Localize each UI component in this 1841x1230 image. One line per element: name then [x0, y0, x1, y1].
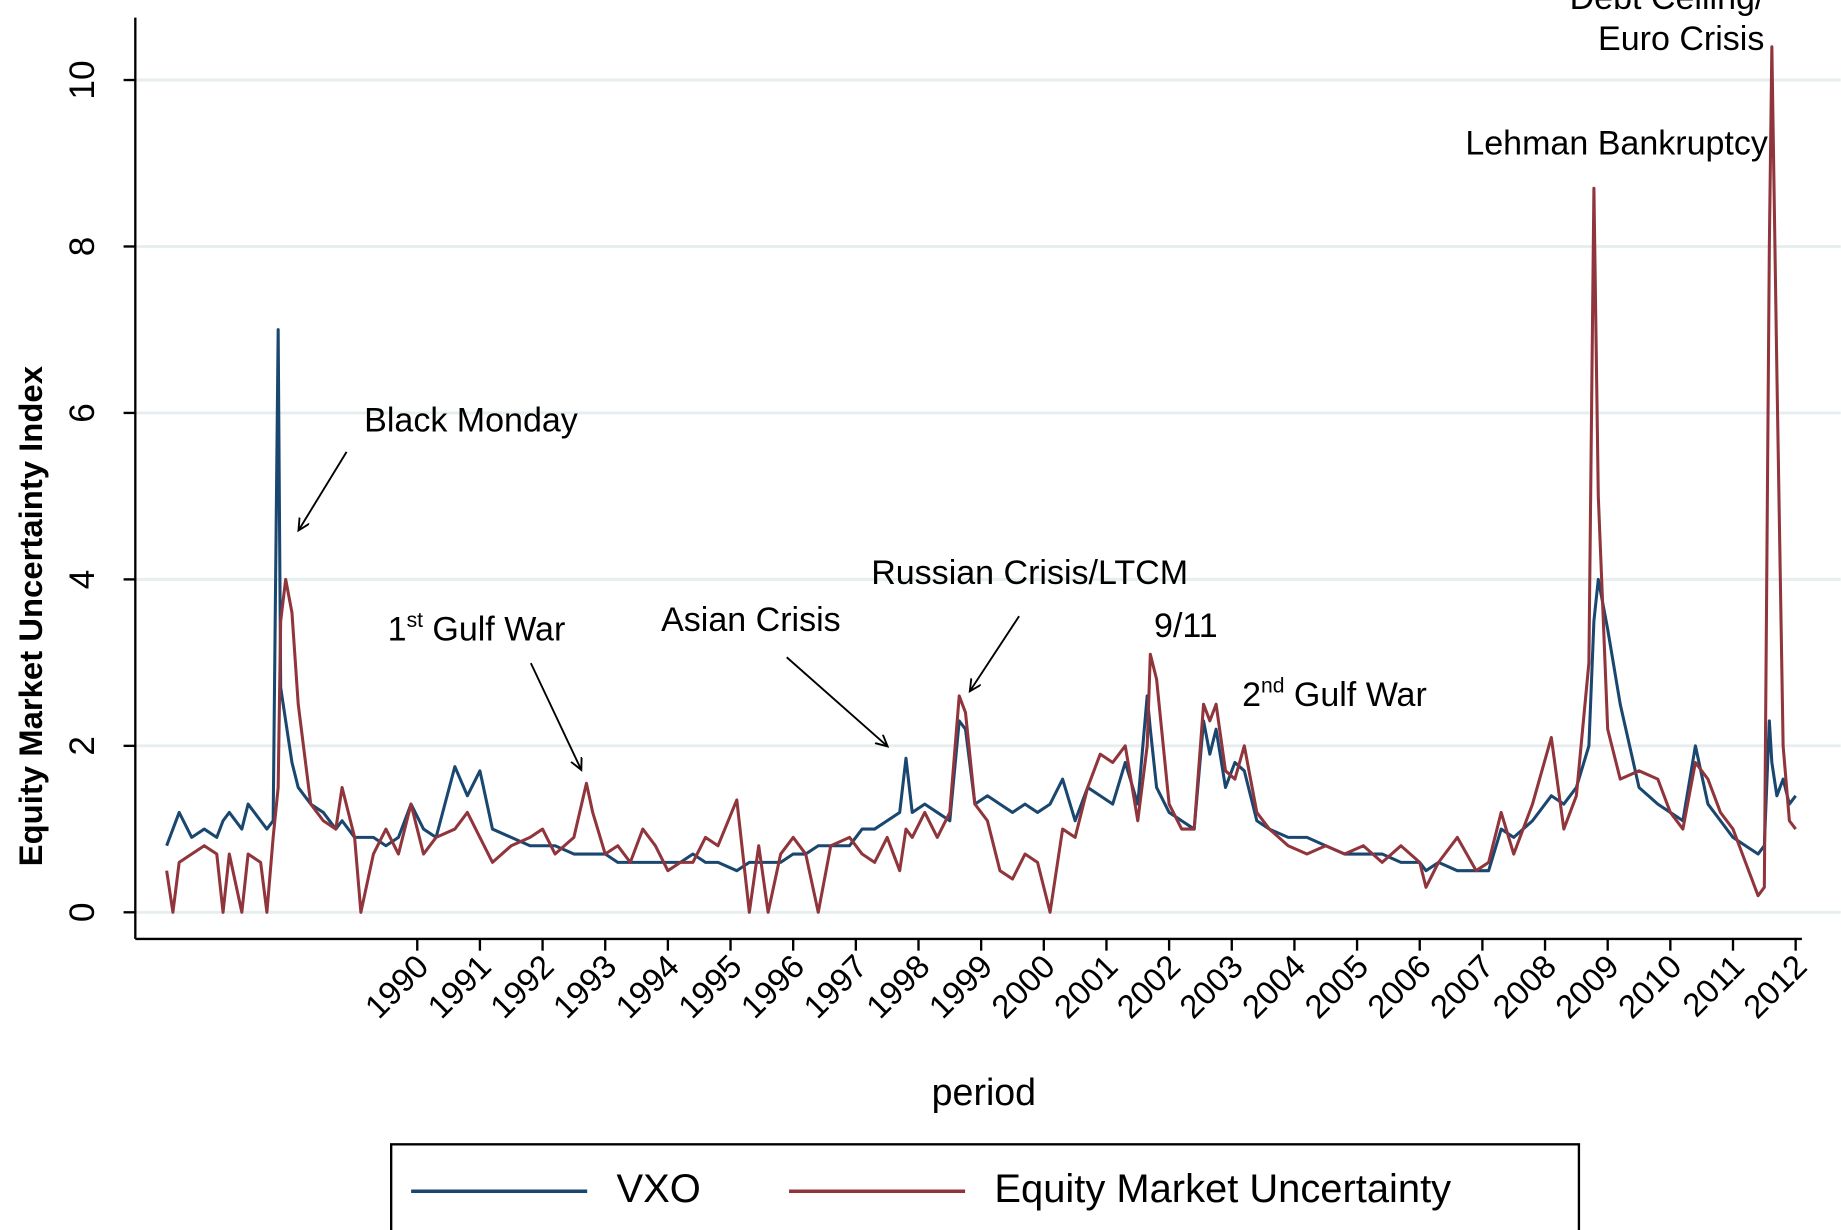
annotation-arrows	[298, 451, 1020, 770]
y-tick-label: 8	[63, 237, 102, 257]
y-tick-label: 4	[63, 570, 102, 590]
x-tick-label: 1990	[358, 947, 436, 1025]
x-tick-label: 2001	[1047, 947, 1125, 1025]
series-line	[165, 45, 1797, 914]
arrow	[970, 615, 1020, 691]
annotation: Lehman Bankruptcy	[1465, 125, 1768, 163]
annotation-part: Gulf War	[1294, 676, 1427, 714]
y-tick-label: 6	[63, 403, 102, 423]
annotation: 2nd Gulf War	[1242, 674, 1427, 714]
x-tick-label: 2000	[984, 947, 1062, 1025]
annotation: 1st Gulf War	[388, 608, 566, 648]
x-tick-label: 1992	[483, 947, 561, 1025]
x-tick-label: 2007	[1423, 947, 1501, 1025]
annotation: Euro Crisis	[1598, 20, 1764, 58]
x-tick-label: 1994	[608, 947, 686, 1025]
annotation: 9/11	[1154, 607, 1218, 645]
annotation: Black Monday	[364, 402, 578, 440]
x-tick-label: 1995	[671, 947, 749, 1025]
annotation-part: 2	[1242, 676, 1261, 714]
x-tick-label: 2009	[1548, 947, 1626, 1025]
x-tick-label: 2003	[1172, 947, 1250, 1025]
x-tick-label: 2008	[1485, 947, 1563, 1025]
legend-label: VXO	[617, 1167, 701, 1211]
x-tick-label: 2010	[1611, 947, 1689, 1025]
annotation-superscript: nd	[1261, 674, 1284, 697]
y-tick-label: 10	[63, 60, 102, 99]
annotation: Russian Crisis/LTCM	[871, 554, 1188, 592]
legend-box	[390, 1143, 1581, 1230]
arrow	[298, 451, 348, 531]
axes	[123, 17, 1802, 951]
annotation: Debt Ceiling/	[1570, 0, 1765, 17]
x-tick-label: 1993	[546, 947, 624, 1025]
annotation-superscript: st	[407, 608, 424, 631]
y-tick-label: 0	[63, 903, 102, 923]
x-tick-label: 2005	[1297, 947, 1375, 1025]
annotation-part: Gulf War	[432, 610, 565, 648]
y-tick-label: 2	[63, 736, 102, 756]
x-tick-label: 2011	[1675, 947, 1751, 1023]
x-tick-label: 2004	[1235, 947, 1313, 1025]
legend: VXO Equity Market Uncertainty	[390, 1143, 1581, 1230]
grid	[135, 78, 1841, 914]
arrow	[786, 656, 888, 746]
x-tick-label: 2012	[1736, 947, 1814, 1025]
x-tick-label: 1999	[921, 947, 999, 1025]
x-tick-label: 1991	[420, 947, 498, 1025]
labels: Equity Market Uncertainty Index period 0…	[12, 0, 1814, 1113]
plot-lines	[165, 45, 1797, 914]
x-tick-label: 1998	[859, 947, 937, 1025]
x-tick-label: 2006	[1360, 947, 1438, 1025]
x-tick-label: 1996	[733, 947, 811, 1025]
y-axis-title: Equity Market Uncertainty Index	[12, 365, 49, 866]
x-tick-label: 2002	[1109, 947, 1187, 1025]
x-tick-label: 1997	[796, 947, 874, 1025]
arrow	[529, 662, 581, 770]
annotation: Asian Crisis	[661, 601, 841, 639]
annotation-part: 1	[388, 610, 407, 648]
x-axis-title: period	[932, 1071, 1036, 1113]
legend-label: Equity Market Uncertainty	[994, 1167, 1451, 1211]
